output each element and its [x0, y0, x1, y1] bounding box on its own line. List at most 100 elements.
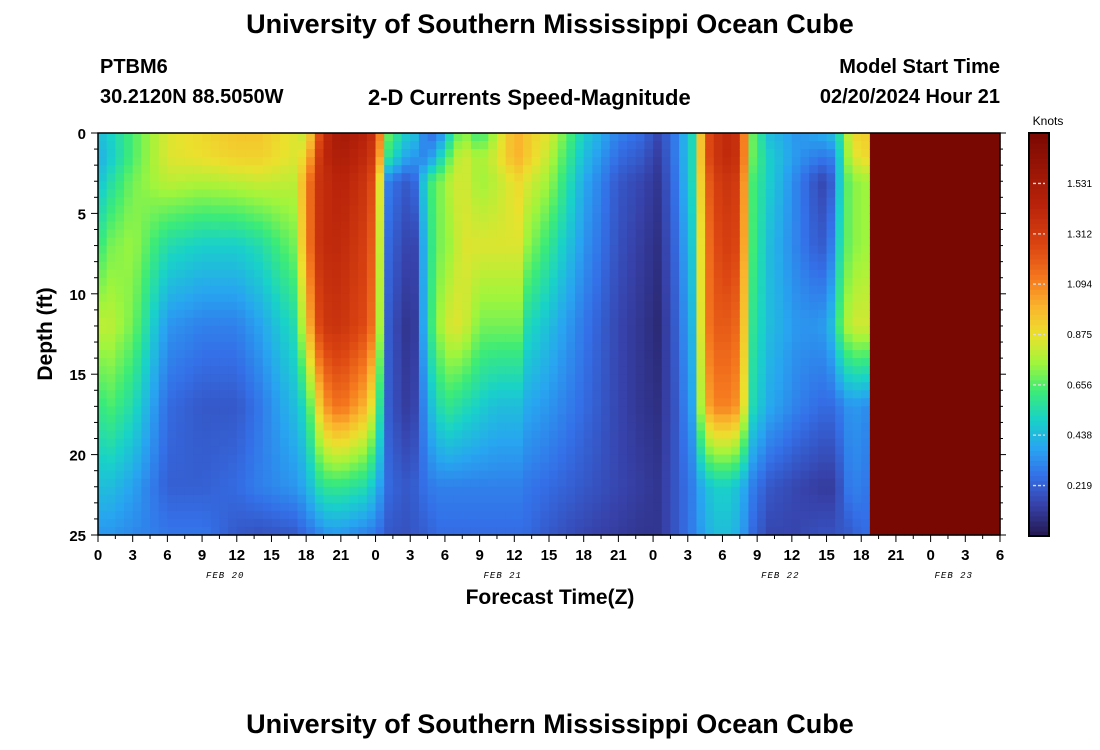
heatmap-cell — [522, 422, 533, 432]
heatmap-cell — [869, 454, 880, 464]
heatmap-cell — [644, 462, 654, 472]
heatmap-cell — [817, 229, 828, 239]
heatmap-cell — [618, 526, 628, 536]
heatmap-cell — [176, 398, 186, 407]
heatmap-cell — [618, 518, 628, 528]
heatmap-cell — [627, 374, 637, 383]
heatmap-cell — [661, 301, 672, 311]
heatmap-cell — [644, 317, 654, 327]
heatmap-cell — [921, 141, 932, 150]
heatmap-cell — [410, 414, 420, 424]
heatmap-cell — [843, 237, 854, 247]
heatmap-cell — [453, 358, 463, 367]
heatmap-cell — [809, 309, 819, 319]
heatmap-cell — [566, 189, 576, 198]
heatmap-cell — [470, 462, 481, 472]
heatmap-cell — [323, 221, 333, 231]
heatmap-cell — [592, 398, 602, 407]
heatmap-cell — [314, 486, 325, 496]
heatmap-cell — [731, 221, 741, 231]
heatmap-cell — [861, 277, 871, 287]
heatmap-cell — [436, 382, 446, 391]
heatmap-cell — [141, 374, 151, 383]
heatmap-cell — [522, 269, 533, 279]
heatmap-cell — [566, 478, 576, 488]
heatmap-cell — [809, 173, 819, 182]
heatmap-cell — [549, 502, 559, 512]
heatmap-cell — [262, 229, 273, 239]
heatmap-cell — [124, 390, 134, 399]
heatmap-cell — [479, 334, 489, 343]
heatmap-cell — [167, 510, 177, 520]
heatmap-cell — [843, 221, 854, 231]
heatmap-cell — [392, 470, 403, 480]
heatmap-cell — [930, 518, 940, 528]
heatmap-cell — [245, 390, 255, 399]
heatmap-cell — [384, 438, 394, 448]
heatmap-cell — [522, 502, 533, 512]
heatmap-cell — [887, 229, 897, 239]
heatmap-cell — [774, 285, 784, 295]
heatmap-cell — [488, 237, 498, 247]
heatmap-cell — [731, 277, 741, 287]
heatmap-cell — [930, 502, 940, 512]
heatmap-cell — [817, 366, 828, 375]
heatmap-cell — [722, 334, 732, 343]
heatmap-cell — [757, 213, 767, 223]
heatmap-cell — [557, 518, 567, 528]
heatmap-cell — [869, 342, 880, 351]
heatmap-cell — [124, 149, 134, 158]
heatmap-cell — [245, 221, 255, 231]
heatmap-cell — [739, 285, 750, 295]
heatmap-cell — [193, 422, 203, 432]
heatmap-cell — [375, 301, 385, 311]
heatmap-cell — [488, 382, 498, 391]
heatmap-cell — [418, 470, 429, 480]
heatmap-cell — [167, 213, 177, 223]
heatmap-cell — [670, 510, 680, 520]
heatmap-cell — [531, 422, 541, 432]
heatmap-cell — [228, 253, 238, 263]
heatmap-cell — [314, 358, 325, 367]
heatmap-cell — [748, 245, 758, 255]
heatmap-cell — [375, 293, 385, 303]
heatmap-cell — [947, 462, 958, 472]
heatmap-cell — [722, 462, 732, 472]
heatmap-cell — [609, 325, 619, 335]
heatmap-cell — [852, 510, 862, 520]
heatmap-cell — [817, 277, 828, 287]
heatmap-cell — [713, 149, 724, 158]
heatmap-cell — [358, 526, 368, 536]
heatmap-cell — [852, 261, 862, 271]
heatmap-cell — [444, 366, 455, 375]
heatmap-cell — [635, 478, 645, 488]
heatmap-cell — [904, 237, 914, 247]
heatmap-cell — [531, 301, 541, 311]
heatmap-cell — [904, 414, 914, 424]
heatmap-cell — [947, 430, 958, 440]
heatmap-cell — [739, 269, 750, 279]
heatmap-cell — [401, 213, 411, 223]
heatmap-cell — [479, 189, 489, 198]
heatmap-cell — [444, 309, 455, 319]
heatmap-cell — [349, 342, 359, 351]
heatmap-cell — [522, 141, 533, 150]
heatmap-cell — [210, 237, 221, 247]
heatmap-cell — [843, 518, 854, 528]
heatmap-cell — [358, 245, 368, 255]
heatmap-cell — [809, 446, 819, 456]
heatmap-cell — [496, 382, 507, 391]
heatmap-cell — [158, 502, 168, 512]
heatmap-cell — [705, 205, 715, 214]
heatmap-cell — [549, 197, 559, 206]
heatmap-cell — [869, 237, 880, 247]
heatmap-cell — [913, 309, 923, 319]
heatmap-cell — [913, 406, 923, 415]
heatmap-cell — [245, 301, 255, 311]
heatmap-cell — [661, 245, 672, 255]
heatmap-cell — [306, 325, 316, 335]
heatmap-cell — [106, 430, 116, 440]
heatmap-cell — [436, 422, 446, 432]
model-start-time: 02/20/2024 Hour 21 — [819, 86, 1000, 108]
heatmap-cell — [765, 438, 776, 448]
